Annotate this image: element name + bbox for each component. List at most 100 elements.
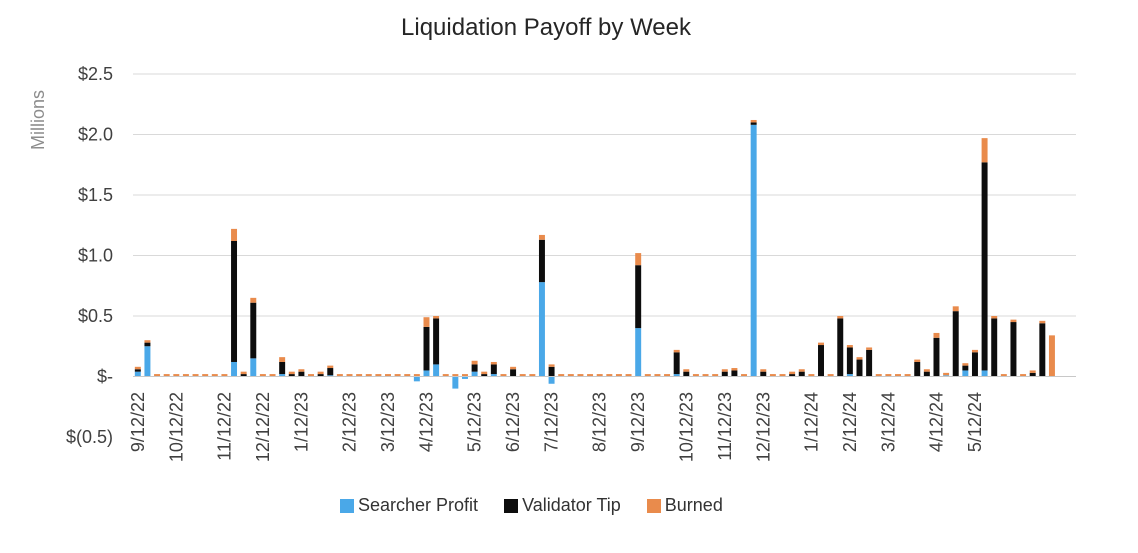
bar-burned (885, 374, 892, 377)
bar-validator-tip (750, 122, 757, 125)
bar-burned (211, 374, 218, 377)
bar-burned (365, 374, 372, 377)
bar-validator-tip (760, 371, 767, 377)
bar-burned (500, 374, 507, 377)
x-tick-label: 8/12/23 (590, 392, 610, 452)
bar-searcher-profit (423, 370, 430, 377)
x-tick-label: 11/12/22 (214, 392, 234, 461)
x-tick-label: 4/12/24 (926, 392, 946, 452)
chart-legend: Searcher Profit Validator Tip Burned (340, 495, 749, 516)
bar-burned (163, 374, 170, 377)
bar-burned (356, 374, 363, 377)
bar-validator-tip (962, 365, 969, 371)
x-tick-label: 3/12/23 (378, 392, 398, 452)
bar-burned (943, 372, 950, 376)
bar-burned (731, 368, 738, 371)
bar-searcher-profit (461, 376, 468, 379)
bar-burned (144, 340, 151, 343)
legend-label-searcher: Searcher Profit (358, 495, 479, 515)
bar-burned (385, 374, 391, 377)
bar-validator-tip (1010, 322, 1017, 377)
bar-burned (221, 374, 228, 377)
x-tick-label: 10/12/22 (166, 392, 186, 462)
bar-validator-tip (798, 371, 805, 377)
x-tick-label: 6/12/23 (503, 392, 523, 452)
bar-validator-tip (490, 364, 497, 375)
x-tick-label: 4/12/23 (416, 392, 436, 452)
bar-validator-tip (856, 359, 863, 377)
bar-validator-tip (250, 302, 257, 359)
legend-label-validator: Validator Tip (522, 495, 621, 515)
bar-burned (442, 374, 449, 377)
bar-burned (606, 374, 613, 377)
bar-burned (587, 374, 594, 377)
bar-burned (269, 374, 276, 377)
bar-burned (538, 234, 545, 240)
bar-burned (481, 371, 488, 375)
bar-burned (548, 364, 555, 367)
bar-burned (769, 374, 776, 377)
bar-burned (577, 374, 584, 377)
bar-burned (750, 119, 757, 123)
bar-burned (615, 374, 622, 377)
y-tick-label: $0.5 (78, 306, 113, 326)
bar-searcher-profit (452, 376, 459, 389)
bar-burned (375, 374, 382, 377)
y-axis-title: Millions (28, 90, 48, 150)
bar-validator-tip (317, 374, 324, 377)
bar-validator-tip (240, 374, 247, 377)
bar-validator-tip (837, 318, 844, 377)
bar-burned (818, 342, 824, 346)
bar-burned (519, 374, 526, 377)
bar-validator-tip (683, 371, 690, 377)
bar-searcher-profit (144, 346, 151, 377)
x-tick-label: 9/12/22 (128, 392, 148, 452)
bar-searcher-profit (846, 374, 853, 377)
legend-swatch-burned (646, 498, 661, 513)
x-tick-label: 7/12/23 (542, 392, 562, 452)
bar-burned (827, 374, 834, 377)
bar-searcher-profit (250, 358, 257, 377)
bar-burned (895, 374, 901, 377)
bar-validator-tip (144, 342, 151, 347)
bar-burned (1039, 320, 1046, 324)
bar-searcher-profit (538, 282, 545, 377)
bar-burned (808, 374, 815, 377)
bar-validator-tip (866, 349, 873, 377)
bar-burned (644, 374, 651, 377)
bar-burned (1000, 374, 1007, 377)
x-tick-label: 12/12/22 (253, 392, 273, 462)
bar-burned (683, 369, 690, 372)
bar-searcher-profit (231, 361, 238, 377)
bar-burned (240, 371, 247, 375)
bar-burned (394, 374, 401, 377)
bar-validator-tip (298, 371, 305, 377)
legend-item-searcher: Searcher Profit (340, 495, 478, 516)
bar-searcher-profit (673, 374, 680, 377)
bar-burned (433, 316, 440, 319)
bar-validator-tip (288, 374, 295, 377)
legend-label-burned: Burned (664, 495, 723, 515)
legend-item-burned: Burned (646, 495, 723, 516)
y-tick-label: $2.0 (78, 125, 113, 145)
bar-burned (202, 374, 209, 377)
bar-burned (914, 359, 921, 362)
bar-burned (558, 374, 565, 377)
bar-burned (712, 374, 719, 377)
bar-burned (875, 374, 882, 377)
bar-searcher-profit (471, 371, 478, 377)
bar-searcher-profit (413, 376, 420, 382)
legend-swatch-validator (504, 498, 519, 513)
bar-burned (923, 369, 930, 372)
bar-burned (529, 374, 536, 377)
bar-burned (702, 374, 709, 377)
chart-title: Liquidation Payoff by Week (401, 14, 691, 41)
bar-burned (490, 361, 497, 365)
bar-burned (317, 371, 324, 375)
bar-burned (991, 316, 998, 319)
bar-burned (741, 374, 748, 377)
bar-validator-tip (673, 352, 680, 375)
bar-burned (471, 360, 478, 365)
bar-burned (1048, 335, 1055, 377)
